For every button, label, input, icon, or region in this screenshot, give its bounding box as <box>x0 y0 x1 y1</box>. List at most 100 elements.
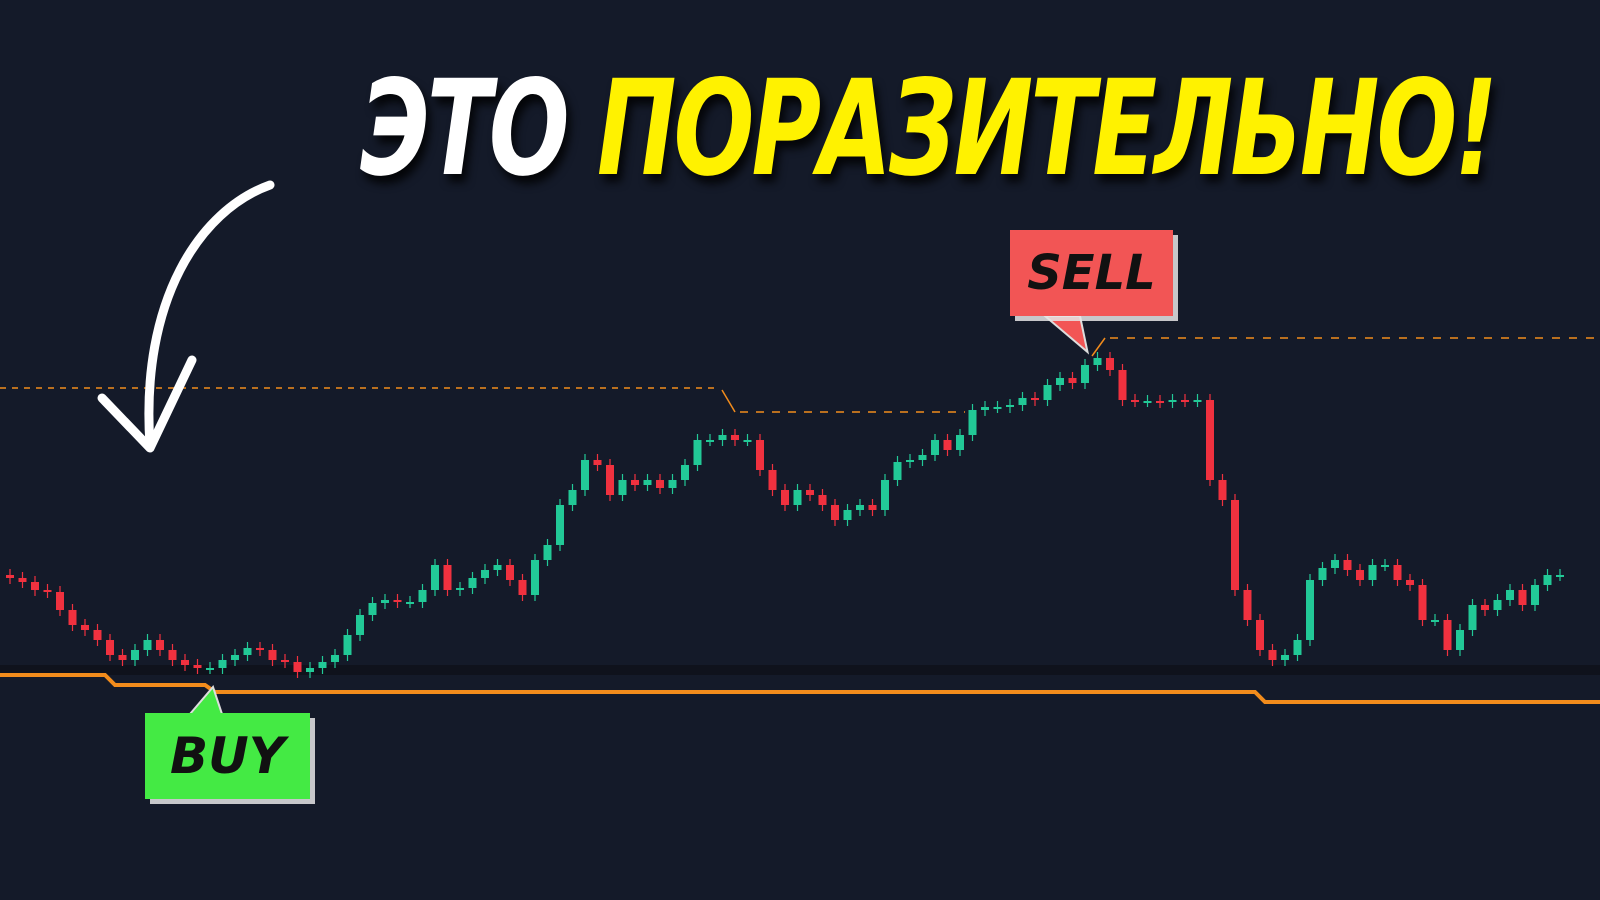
candle-body <box>718 435 727 440</box>
buy-signal-label: BUY <box>145 713 310 799</box>
candle-body <box>606 465 614 495</box>
candle-body <box>656 480 664 488</box>
candle-body <box>806 490 814 495</box>
candle-body <box>168 650 177 660</box>
candle-body <box>968 410 977 435</box>
candle-body <box>1056 378 1064 385</box>
candle-body <box>1218 480 1227 500</box>
candle-body <box>131 650 139 660</box>
candle-body <box>481 570 489 578</box>
candle-body <box>1443 620 1452 650</box>
candle-body <box>818 495 827 505</box>
candle-body <box>268 650 277 660</box>
candle-body <box>468 578 477 588</box>
candle-body <box>893 462 902 480</box>
candle-body <box>1168 400 1177 402</box>
candle-body <box>1331 560 1339 568</box>
arrow-icon <box>144 180 275 450</box>
resistance-break <box>1091 337 1106 357</box>
candle-body <box>293 662 302 672</box>
support-line <box>0 673 1600 704</box>
candle-body <box>256 648 264 650</box>
resistance-break <box>721 389 736 413</box>
candle-body <box>518 580 527 595</box>
candle-body <box>1556 575 1564 577</box>
candle-body <box>856 505 864 510</box>
candle-body <box>568 490 577 505</box>
candle-body <box>881 480 889 510</box>
candle-body <box>668 480 677 488</box>
candle-body <box>931 440 939 455</box>
candle-body <box>743 440 752 442</box>
candle-body <box>1131 400 1139 402</box>
candle-body <box>556 505 564 545</box>
candle-body <box>1181 400 1189 402</box>
candle-body <box>731 435 739 440</box>
candle-body <box>456 588 464 590</box>
candle-body <box>1106 358 1114 370</box>
candle-body <box>906 460 914 462</box>
candle-body <box>1368 565 1377 580</box>
candle-body <box>1318 568 1327 580</box>
candle-body <box>431 565 439 590</box>
candle-body <box>1543 575 1552 585</box>
candle-body <box>1256 620 1264 650</box>
candle-body <box>1468 605 1477 630</box>
candle-body <box>1481 605 1489 610</box>
candle-body <box>593 460 602 465</box>
candle-body <box>531 560 539 595</box>
candle-body <box>1006 405 1014 407</box>
candle-body <box>993 407 1002 409</box>
candle-body <box>943 440 952 450</box>
headline-part2: ПОРАЗИТЕЛЬНО! <box>596 52 1498 206</box>
candle-body <box>1381 565 1389 567</box>
arrow-head-icon <box>97 355 197 453</box>
candle-body <box>56 592 64 610</box>
candle-body <box>356 615 364 635</box>
candle-body <box>981 407 989 410</box>
candle-body <box>143 640 152 650</box>
candle-body <box>1206 400 1214 480</box>
candle-body <box>343 635 352 655</box>
candle-body <box>868 505 877 510</box>
candle-body <box>506 565 514 580</box>
candle-body <box>218 660 227 668</box>
support-shadow <box>0 665 1600 675</box>
candle-body <box>393 600 402 602</box>
candle-body <box>681 465 689 480</box>
candle-body <box>631 480 639 485</box>
candle-body <box>1306 580 1314 640</box>
candle-body <box>281 660 289 662</box>
candle-body <box>1393 565 1402 580</box>
candle-body <box>956 435 964 450</box>
candle-body <box>81 625 89 630</box>
candle-body <box>1343 560 1352 570</box>
candle-body <box>18 578 27 582</box>
candle-body <box>643 480 652 485</box>
candle-body <box>443 565 452 590</box>
candle-body <box>193 665 202 668</box>
candle-body <box>93 630 102 640</box>
candle-body <box>1431 620 1439 622</box>
candle-body <box>768 470 777 490</box>
candle-body <box>493 565 502 570</box>
candle-body <box>1531 585 1539 605</box>
candle-body <box>1231 500 1239 590</box>
candle-body <box>581 460 589 490</box>
candle-body <box>693 440 702 465</box>
candle-body <box>1356 570 1364 580</box>
candle-body <box>331 655 339 662</box>
candle-body <box>1518 590 1527 605</box>
candle-body <box>68 610 77 625</box>
candle-body <box>918 455 927 460</box>
candle-body <box>1081 365 1089 383</box>
candle-body <box>706 440 714 442</box>
candle-body <box>1406 580 1414 585</box>
candle-body <box>1068 378 1077 383</box>
candle-body <box>1018 398 1027 405</box>
candle-body <box>1143 401 1152 403</box>
candle-body <box>106 640 114 655</box>
candle-body <box>1293 640 1302 655</box>
candle-body <box>1193 400 1202 402</box>
